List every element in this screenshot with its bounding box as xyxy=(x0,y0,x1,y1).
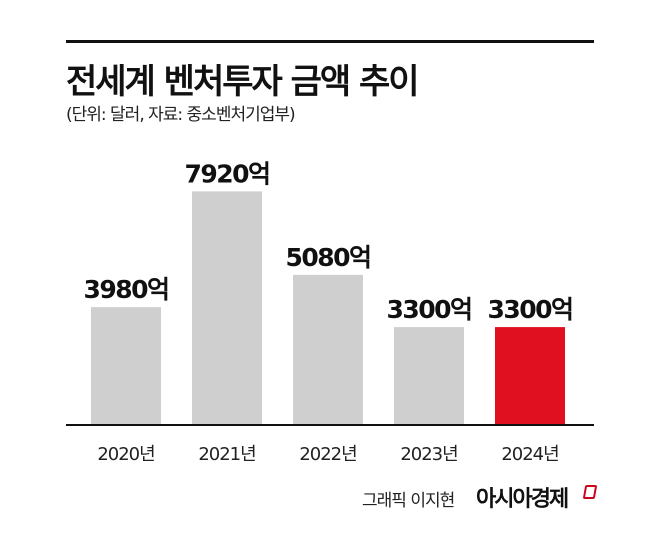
bar-3 xyxy=(394,327,464,424)
x-tick-label-0: 2020년 xyxy=(97,444,154,465)
bar-1 xyxy=(192,191,262,424)
brand-logo: 아시아경제 xyxy=(476,487,569,512)
data-label-0: 3980억 xyxy=(83,275,168,304)
x-tick-label-1: 2021년 xyxy=(198,444,255,465)
data-label-4: 3300억 xyxy=(487,295,572,324)
graphic-credit: 그래픽 이지현 xyxy=(362,491,455,511)
title-rule xyxy=(66,40,594,43)
data-label-3: 3300억 xyxy=(386,295,471,324)
data-label-1: 7920억 xyxy=(184,159,269,188)
x-tick-label-3: 2023년 xyxy=(400,444,457,465)
bar-0 xyxy=(91,307,161,424)
bar-4 xyxy=(495,327,565,424)
chart-subtitle: (단위: 달러, 자료: 중소벤처기업부) xyxy=(66,105,296,125)
x-tick-label-2: 2022년 xyxy=(299,444,356,465)
chart-title: 전세계 벤처투자 금액 추이 xyxy=(66,62,420,102)
bar-2 xyxy=(293,274,363,424)
x-tick-label-4: 2024년 xyxy=(501,444,558,465)
data-label-2: 5080억 xyxy=(285,243,370,272)
brand-mark-icon xyxy=(582,485,598,499)
